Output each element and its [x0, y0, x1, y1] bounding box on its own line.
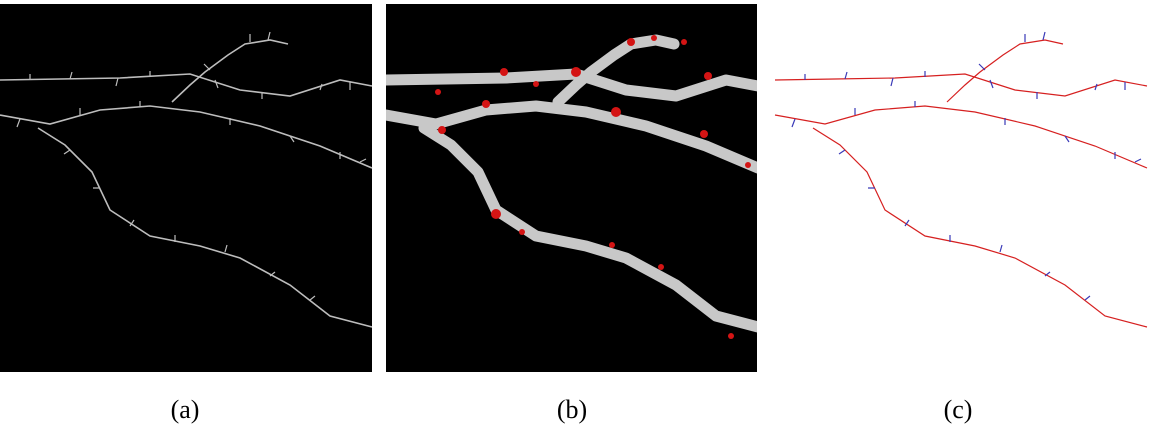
spine-blob — [435, 89, 441, 95]
spine-blob — [491, 209, 501, 219]
spine-blob — [704, 72, 712, 80]
panel-label: (a) — [171, 395, 200, 424]
panel-b-image — [386, 4, 757, 372]
spine-blob — [533, 81, 539, 87]
spine-blob — [651, 35, 657, 41]
spine-blob — [658, 264, 664, 270]
spine-blob — [500, 68, 508, 76]
panel-b-content — [386, 35, 758, 339]
panel-label: (c) — [944, 395, 973, 424]
spine-blob — [700, 130, 708, 138]
spine-blob — [745, 162, 751, 168]
spine-blob — [681, 39, 687, 45]
spine-blob — [728, 333, 734, 339]
spine-reconstruction — [791, 31, 1142, 301]
spine-blob — [611, 107, 621, 117]
spine-blob — [438, 126, 446, 134]
dendrite-reconstruction — [774, 39, 1148, 328]
panel-label: (b) — [557, 395, 587, 424]
spine-blob — [482, 100, 490, 108]
spine-detections — [435, 35, 751, 339]
spine-blob — [627, 38, 635, 46]
spine-blob — [609, 242, 615, 248]
panel-a-image — [0, 4, 372, 372]
panel-c-content — [774, 31, 1148, 328]
spine-blob — [571, 67, 581, 77]
spine-blob — [519, 229, 525, 235]
